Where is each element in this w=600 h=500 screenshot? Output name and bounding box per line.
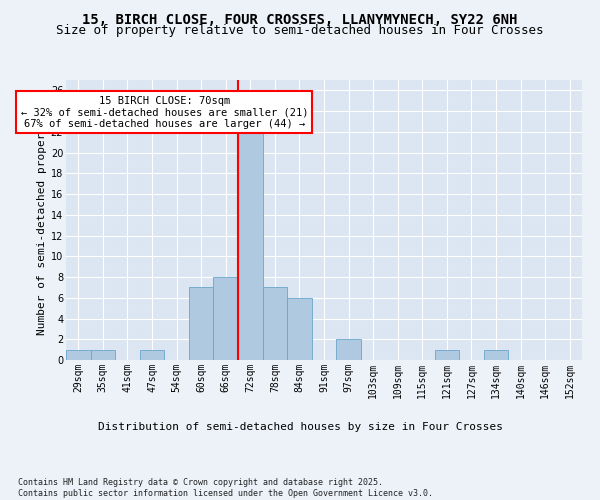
Bar (263, 288, 287, 360)
Text: 15, BIRCH CLOSE, FOUR CROSSES, LLANYMYNECH, SY22 6NH: 15, BIRCH CLOSE, FOUR CROSSES, LLANYMYNE… (82, 12, 518, 26)
Bar (214, 277, 238, 360)
Bar (434, 350, 459, 360)
Bar (66, 350, 91, 360)
Y-axis label: Number of semi-detached properties: Number of semi-detached properties (37, 106, 47, 335)
Bar (189, 288, 214, 360)
Bar (91, 350, 115, 360)
Bar (140, 350, 164, 360)
Bar (238, 100, 263, 360)
Text: Size of property relative to semi-detached houses in Four Crosses: Size of property relative to semi-detach… (56, 24, 544, 37)
Bar (484, 350, 508, 360)
Bar (287, 298, 312, 360)
Bar (336, 340, 361, 360)
Text: Contains HM Land Registry data © Crown copyright and database right 2025.
Contai: Contains HM Land Registry data © Crown c… (18, 478, 433, 498)
Text: Distribution of semi-detached houses by size in Four Crosses: Distribution of semi-detached houses by … (97, 422, 503, 432)
Text: 15 BIRCH CLOSE: 70sqm
← 32% of semi-detached houses are smaller (21)
67% of semi: 15 BIRCH CLOSE: 70sqm ← 32% of semi-deta… (20, 96, 308, 129)
